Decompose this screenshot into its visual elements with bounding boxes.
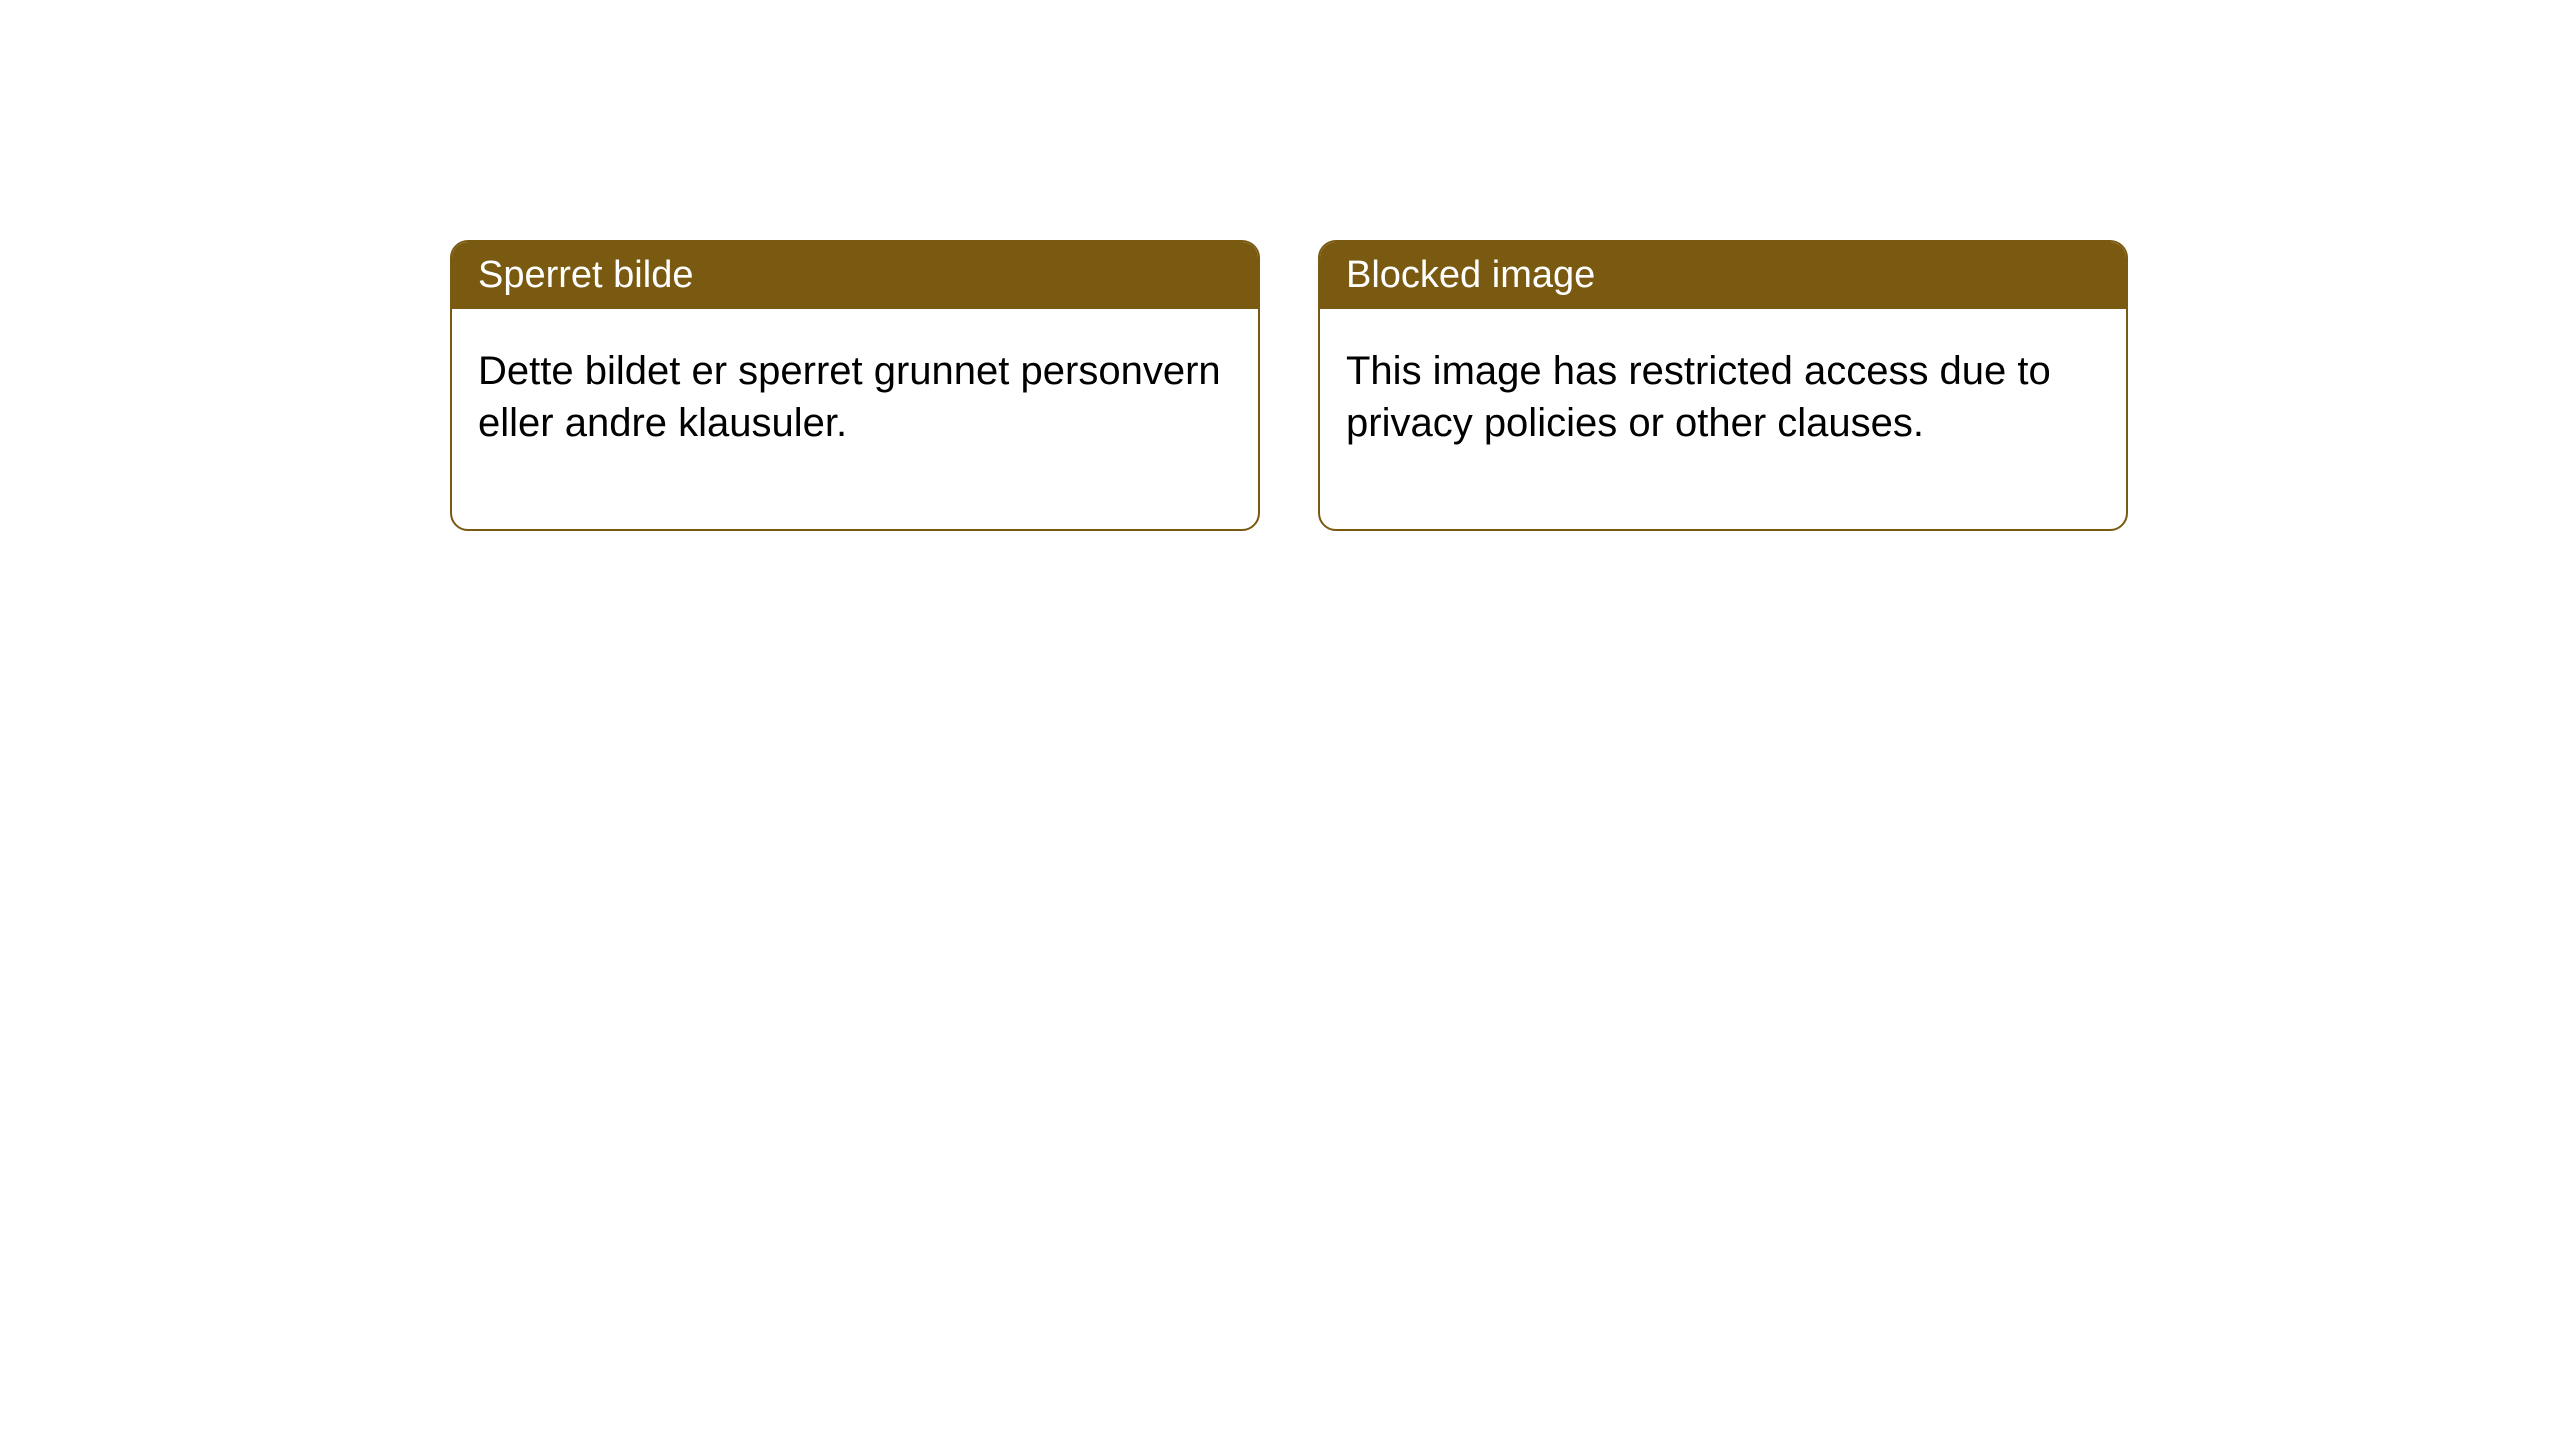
card-header: Blocked image: [1320, 242, 2126, 309]
blocked-image-card-no: Sperret bilde Dette bildet er sperret gr…: [450, 240, 1260, 531]
card-message: This image has restricted access due to …: [1346, 349, 2051, 445]
card-body: This image has restricted access due to …: [1320, 309, 2126, 529]
card-message: Dette bildet er sperret grunnet personve…: [478, 349, 1221, 445]
card-header: Sperret bilde: [452, 242, 1258, 309]
blocked-image-card-en: Blocked image This image has restricted …: [1318, 240, 2128, 531]
cards-container: Sperret bilde Dette bildet er sperret gr…: [0, 0, 2560, 531]
card-title: Sperret bilde: [478, 254, 693, 296]
card-body: Dette bildet er sperret grunnet personve…: [452, 309, 1258, 529]
card-title: Blocked image: [1346, 254, 1595, 296]
